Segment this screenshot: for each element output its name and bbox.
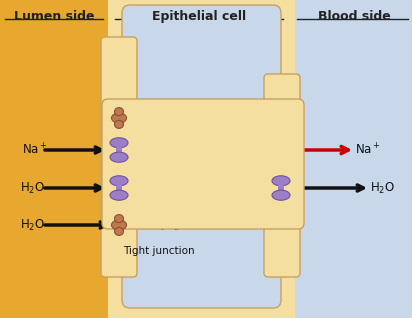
Bar — [108, 0, 412, 318]
Text: H$_2$O: H$_2$O — [370, 180, 396, 196]
Text: Na$^+$: Na$^+$ — [22, 142, 48, 158]
Text: H$_2$O: H$_2$O — [215, 180, 241, 196]
FancyBboxPatch shape — [264, 74, 300, 277]
Ellipse shape — [110, 176, 128, 186]
Text: Lumen side: Lumen side — [14, 10, 94, 23]
FancyBboxPatch shape — [102, 99, 304, 229]
Bar — [116, 185, 122, 191]
Text: H$_2$O: H$_2$O — [21, 180, 46, 196]
Ellipse shape — [110, 190, 128, 200]
Ellipse shape — [115, 107, 124, 116]
Text: Epithelial cell: Epithelial cell — [152, 10, 246, 23]
Text: ATP: ATP — [272, 117, 297, 130]
Bar — [295, 0, 412, 318]
Text: Na$^+$: Na$^+$ — [152, 142, 178, 158]
Ellipse shape — [115, 121, 124, 128]
Ellipse shape — [272, 176, 290, 186]
Text: Blood side: Blood side — [318, 10, 391, 23]
Text: Na$^+$: Na$^+$ — [195, 142, 221, 158]
Text: H$_2$O: H$_2$O — [21, 218, 46, 232]
Text: H$_2$O: H$_2$O — [154, 180, 180, 196]
Ellipse shape — [112, 113, 126, 123]
Text: ADP: ADP — [270, 163, 297, 176]
Text: H$_2$O: H$_2$O — [165, 218, 191, 232]
Text: Na$^+$: Na$^+$ — [355, 142, 381, 158]
Bar — [116, 147, 122, 153]
Ellipse shape — [110, 138, 128, 148]
Bar — [270, 83, 295, 273]
Bar — [108, 41, 133, 273]
Ellipse shape — [272, 190, 290, 200]
Ellipse shape — [115, 227, 124, 235]
Bar — [278, 185, 284, 191]
Text: Tight junction: Tight junction — [123, 246, 194, 256]
FancyBboxPatch shape — [101, 37, 137, 277]
FancyBboxPatch shape — [122, 214, 281, 308]
Bar — [0, 0, 108, 318]
Ellipse shape — [115, 215, 124, 223]
Ellipse shape — [112, 220, 126, 230]
Ellipse shape — [110, 152, 128, 162]
FancyBboxPatch shape — [122, 5, 281, 131]
